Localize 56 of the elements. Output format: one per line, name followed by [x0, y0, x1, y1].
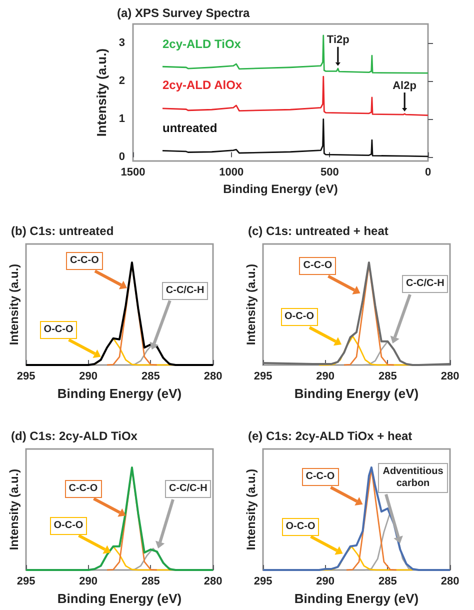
- x-tick-label: 290: [79, 576, 98, 588]
- annotation: Al2p: [392, 80, 416, 92]
- chart-title: (b) C1s: untreated: [11, 224, 114, 238]
- chart-title: (d) C1s: 2cy-ALD TiOx: [11, 429, 138, 443]
- annotation: C-C/C-H: [165, 480, 212, 498]
- y-tick-label: 0: [118, 151, 125, 164]
- x-tick-label: 1000: [219, 166, 244, 178]
- chart-title: (e) C1s: 2cy-ALD TiOx + heat: [248, 429, 412, 443]
- y-tick-label: 2: [118, 75, 125, 88]
- annotation: C-C-O: [299, 257, 336, 276]
- x-tick-label: 280: [440, 576, 460, 588]
- annotation: Ti2p: [326, 34, 350, 46]
- annotation: O-C-O: [280, 308, 318, 326]
- x-tick-label: 285: [378, 370, 397, 382]
- x-tick-label: 295: [254, 576, 272, 588]
- x-axis-title: Binding Energy (eV): [294, 386, 419, 401]
- x-tick-label: 285: [141, 370, 160, 382]
- x-tick-label: 280: [440, 370, 460, 382]
- annotation: Adventitious carbon: [378, 463, 448, 494]
- x-tick-label: 285: [141, 576, 160, 588]
- annotation: C-C-O: [66, 252, 103, 270]
- x-axis-title: Binding Energy (eV): [57, 386, 182, 401]
- y-axis-title: Intensity (a.u.): [244, 264, 258, 346]
- series-label: 2cy-ALD TiOx: [162, 36, 241, 51]
- x-tick-label: 295: [254, 370, 272, 382]
- annotation: C-C-O: [64, 480, 102, 498]
- x-tick-label: 280: [204, 576, 222, 588]
- annotation: O-C-O: [282, 518, 320, 536]
- series-label: untreated: [162, 120, 218, 135]
- x-tick-label: 0: [424, 166, 432, 178]
- x-axis-title: Binding Energy (eV): [57, 591, 182, 606]
- series-label: 2cy-ALD AlOx: [162, 78, 242, 92]
- x-tick-label: 295: [16, 576, 36, 588]
- x-tick-label: 290: [79, 370, 98, 382]
- chart-title: (c) C1s: untreated + heat: [248, 224, 388, 238]
- x-tick-label: 290: [316, 370, 335, 382]
- annotation: C-C/C-H: [402, 275, 448, 294]
- x-tick-label: 290: [316, 576, 335, 588]
- x-tick-label: 280: [204, 370, 222, 382]
- annotation: C-C/C-H: [162, 282, 208, 300]
- y-axis-title: Intensity (a.u.): [7, 468, 21, 550]
- chart-title: (a) XPS Survey Spectra: [117, 6, 250, 20]
- annotation: C-C-O: [302, 468, 339, 486]
- annotation: O-C-O: [40, 320, 78, 339]
- x-tick-label: 295: [16, 370, 36, 382]
- x-axis-title: Binding Energy (eV): [223, 182, 338, 196]
- annotation: O-C-O: [50, 516, 88, 535]
- y-tick-label: 1: [118, 113, 125, 126]
- x-tick-label: 1500: [120, 166, 146, 178]
- y-axis-title: Intensity (a.u.): [244, 468, 258, 550]
- y-axis-title: Intensity (a.u.): [94, 48, 109, 137]
- y-axis-title: Intensity (a.u.): [7, 264, 21, 346]
- x-tick-label: 285: [378, 576, 397, 588]
- x-axis-title: Binding Energy (eV): [294, 591, 419, 606]
- y-tick-label: 3: [118, 37, 125, 50]
- x-tick-label: 500: [320, 166, 339, 178]
